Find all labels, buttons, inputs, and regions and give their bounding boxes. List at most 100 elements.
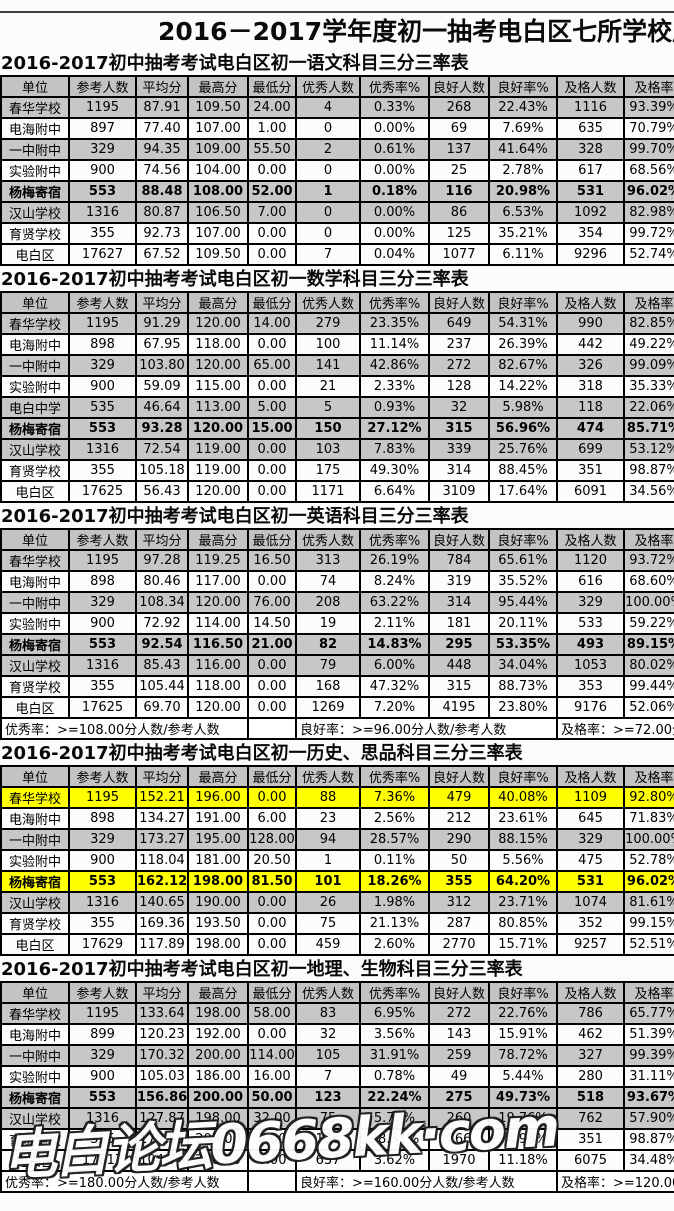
- table-row: 实验附中 900 59.09 115.00 0.00 21 2.33% 128 14.22% 31…: [0, 375, 674, 398]
- value-cell: 17627: [68, 243, 137, 266]
- value-cell: 170.55: [135, 1128, 189, 1151]
- value-cell: 1195: [68, 549, 137, 572]
- value-cell: 53.35%: [488, 633, 558, 656]
- table-row: 杨梅寄宿 553 92.54 116.50 21.00 82 14.83% 295 53.35%…: [0, 633, 674, 656]
- value-cell: 70.79%: [623, 117, 674, 140]
- value-cell: 78.72%: [488, 1044, 558, 1067]
- value-cell: 21.00: [247, 633, 297, 656]
- value-cell: 352: [556, 912, 625, 935]
- value-cell: 136: [295, 1128, 361, 1151]
- value-cell: 25: [428, 159, 490, 182]
- value-cell: 96.02%: [623, 180, 674, 203]
- value-cell: 109.50: [187, 243, 249, 266]
- value-cell: 4: [295, 96, 361, 119]
- value-cell: 14.83%: [359, 633, 430, 656]
- value-cell: 448: [428, 654, 490, 677]
- value-cell: 170.32: [135, 1044, 189, 1067]
- value-cell: 1109: [556, 786, 625, 809]
- value-cell: 535: [68, 396, 137, 419]
- value-cell: 91.29: [135, 312, 189, 335]
- value-cell: 0.00: [247, 933, 297, 956]
- table-row: 杨梅寄宿 553 162.12 198.00 81.50 101 18.26% 355 64.2…: [0, 870, 674, 893]
- column-header: 优秀率%: [359, 528, 430, 551]
- value-cell: 518: [556, 1086, 625, 1109]
- value-cell: 23.61%: [488, 807, 558, 830]
- column-header: 良好率%: [488, 765, 558, 788]
- header-row: 单位 参考人数 平均分 最高分 最低分 优秀人数 优秀率% 良好人数 良好率% 及格人数 及格率: [0, 528, 674, 551]
- value-cell: 120.00: [187, 480, 249, 503]
- page-title: 2016－2017学年度初一抽考电白区七所学校成绩对照: [158, 17, 674, 46]
- value-cell: 86: [428, 201, 490, 224]
- value-cell: 314: [428, 591, 490, 614]
- header-row: 单位 参考人数 平均分 最高分 最低分 优秀人数 优秀率% 良好人数 良好率% 及格人数 及格率: [0, 75, 674, 98]
- value-cell: 0.00: [247, 459, 297, 482]
- column-header: 最高分: [187, 528, 249, 551]
- value-cell: 200.00: [187, 1044, 249, 1067]
- unit-cell: 电白区: [0, 933, 70, 956]
- value-cell: 1120: [556, 549, 625, 572]
- value-cell: 46.64: [135, 396, 189, 419]
- value-cell: 49: [428, 1065, 490, 1088]
- value-cell: 134.27: [135, 807, 189, 830]
- value-cell: 1316: [68, 654, 137, 677]
- note-cell: 及格率：>=120.00分: [556, 1170, 674, 1193]
- value-cell: 120.00: [187, 417, 249, 440]
- value-cell: 20.98%: [488, 180, 558, 203]
- value-cell: 19: [295, 612, 361, 635]
- value-cell: 287: [428, 912, 490, 935]
- table-row: 育贤学校 355 170.55 200.00 0.00 136 38.31% 266 74.93…: [0, 1128, 674, 1151]
- value-cell: 637: [295, 1149, 361, 1172]
- value-cell: 900: [68, 612, 137, 635]
- value-cell: 97.28: [135, 549, 189, 572]
- value-cell: 14.22%: [488, 375, 558, 398]
- value-cell: 80.02%: [623, 654, 674, 677]
- value-cell: 1171: [295, 480, 361, 503]
- value-cell: 280: [556, 1065, 625, 1088]
- column-header: 最低分: [247, 981, 297, 1004]
- value-cell: 900: [68, 849, 137, 872]
- value-cell: 193.50: [187, 912, 249, 935]
- unit-cell: 春华学校: [0, 549, 70, 572]
- value-cell: 31.91%: [359, 1044, 430, 1067]
- value-cell: 128: [428, 375, 490, 398]
- unit-cell: 电海附中: [0, 807, 70, 830]
- value-cell: 24.00: [247, 96, 297, 119]
- value-cell: 266: [428, 1128, 490, 1151]
- value-cell: 11.18%: [488, 1149, 558, 1172]
- value-cell: 98.87%: [623, 459, 674, 482]
- column-header: 及格率: [623, 75, 674, 98]
- value-cell: 0.00: [247, 1023, 297, 1046]
- header-row: 单位 参考人数 平均分 最高分 最低分 优秀人数 优秀率% 良好人数 良好率% 及格人数 及格率: [0, 291, 674, 314]
- value-cell: 119.00: [187, 459, 249, 482]
- unit-cell: 电海附中: [0, 1023, 70, 1046]
- value-cell: 115.00: [187, 375, 249, 398]
- value-cell: 105: [295, 1044, 361, 1067]
- score-table: 单位 参考人数 平均分 最高分 最低分 优秀人数 优秀率% 良好人数 良好率% 及格人数 及格率 春华…: [0, 981, 674, 1193]
- value-cell: 35.21%: [488, 222, 558, 245]
- value-cell: 553: [68, 180, 137, 203]
- value-cell: 81.50: [247, 870, 297, 893]
- value-cell: 113.00: [187, 396, 249, 419]
- column-header: 良好人数: [428, 75, 490, 98]
- value-cell: 99.70%: [623, 138, 674, 161]
- note-cell: 良好率：>=160.00分人数/参考人数: [295, 1170, 558, 1193]
- section-title: 2016-2017初中抽考考试电白区初一历史、思品科目三分三率表: [1, 743, 523, 764]
- unit-cell: 汉山学校: [0, 891, 70, 914]
- value-cell: 105.18: [135, 459, 189, 482]
- value-cell: 64.20%: [488, 870, 558, 893]
- section-title: 2016-2017初中抽考考试电白区初一语文科目三分三率表: [1, 53, 469, 74]
- table-row: 实验附中 900 105.03 186.00 16.00 7 0.78% 49 5.44% 280…: [0, 1065, 674, 1088]
- value-cell: 143: [428, 1023, 490, 1046]
- value-cell: 181: [428, 612, 490, 635]
- value-cell: 34.04%: [488, 654, 558, 677]
- column-header: 优秀率%: [359, 981, 430, 1004]
- note-cell: 良好率：>=96.00分人数/参考人数: [295, 717, 558, 740]
- value-cell: 128.00: [247, 828, 297, 851]
- value-cell: 118.04: [135, 849, 189, 872]
- value-cell: 762: [556, 1107, 625, 1130]
- value-cell: 85.71%: [623, 417, 674, 440]
- value-cell: 0.00: [247, 222, 297, 245]
- column-header: 参考人数: [68, 765, 137, 788]
- value-cell: 326: [556, 354, 625, 377]
- scanned-score-report: { "page": { "main_title": "2016－2017学年度初…: [0, 11, 674, 1211]
